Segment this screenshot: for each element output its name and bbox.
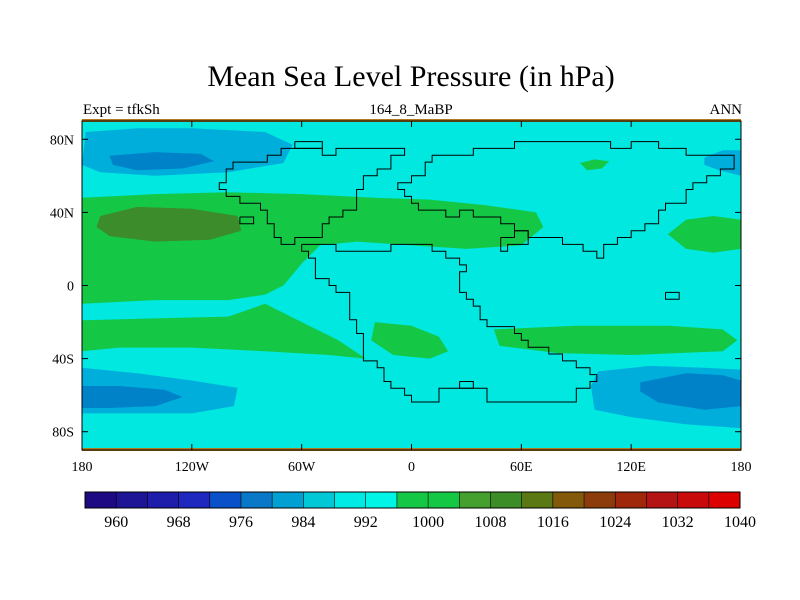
x-tick-label: 0 (408, 460, 415, 475)
colorbar-swatch (396, 492, 429, 508)
colorbar-swatch (147, 492, 179, 508)
colorbar-swatch (209, 492, 242, 508)
colorbar-swatch (552, 492, 585, 508)
region-southern-subtropical-belt (82, 303, 366, 359)
x-tick-label: 120W (175, 460, 210, 475)
colorbar-label: 1024 (599, 514, 631, 531)
colorbar-label: 1016 (537, 514, 569, 531)
plot-title: Mean Sea Level Pressure (in hPa) (207, 60, 615, 93)
x-tick-label: 120E (616, 460, 646, 475)
colorbar-label: 1000 (412, 514, 444, 531)
colorbar-swatch (708, 492, 741, 508)
colorbar-label: 968 (167, 514, 191, 531)
coastline-island-southern (459, 381, 474, 389)
y-tick-label: 0 (67, 280, 74, 295)
coastline-greenland (294, 141, 323, 149)
colorbar-swatch (521, 492, 554, 508)
colorbar-label: 984 (291, 514, 315, 531)
coastline-africa-south-america (301, 243, 598, 403)
colorbar-swatch (334, 492, 367, 508)
x-tick-label: 60W (288, 460, 316, 475)
colorbar: 960 968 976 984 992 1000 1008 1016 1024 1032 1040 (84, 491, 756, 531)
colorbar-swatch (646, 492, 678, 508)
map-axes: 180 120W 60W 0 60E 120E 180 80N 40N 0 40S 80S (50, 121, 752, 475)
region-north-pacific-low-core (109, 152, 214, 171)
x-tick-label: 60E (510, 460, 533, 475)
colorbar-swatch (459, 492, 491, 508)
y-tick-label: 80S (52, 426, 74, 441)
colorbar-swatch (365, 492, 398, 508)
coastline-island-arabia (500, 230, 529, 252)
colorbar-swatch (428, 492, 460, 508)
coastline-north-america (218, 147, 406, 245)
x-tick-label: 180 (731, 460, 752, 475)
colorbar-label: 1040 (724, 514, 756, 531)
region-east-pacific-high (667, 216, 741, 253)
season-label: ANN (709, 102, 743, 118)
colorbar-swatch (85, 492, 117, 508)
coastline-island-indian (665, 291, 680, 300)
coastline-layer (218, 141, 735, 403)
region-siberia-high-fleck (579, 159, 610, 171)
colorbar-label: 960 (104, 514, 128, 531)
colorbar-frame (84, 491, 741, 509)
contour-fill-layer (82, 128, 741, 429)
y-tick-label: 80N (50, 133, 74, 148)
colorbar-swatch (116, 492, 148, 508)
colorbar-swatch (240, 492, 273, 508)
colorbar-swatch (584, 492, 616, 508)
colorbar-swatch (178, 492, 211, 508)
region-southern-ocean-low-west-core (82, 386, 183, 408)
experiment-label: Expt = tfkSh (83, 102, 160, 118)
region-southern-ocean-low-east-core (640, 373, 741, 410)
colorbar-label: 1032 (662, 514, 694, 531)
region-south-atlantic-high (371, 322, 449, 359)
coastline-eurasia (397, 141, 735, 259)
time-label: 164_8_MaBP (369, 102, 453, 118)
colorbar-label: 976 (229, 514, 253, 531)
colorbar-swatch (490, 492, 522, 508)
y-tick-label: 40N (50, 206, 74, 221)
pressure-map (82, 121, 741, 450)
colorbar-swatch (272, 492, 304, 508)
region-indian-ocean-high (493, 325, 738, 355)
y-tick-label: 40S (52, 353, 74, 368)
colorbar-swatch (303, 492, 335, 508)
x-tick-label: 180 (72, 460, 93, 475)
colorbar-swatch (615, 492, 647, 508)
colorbar-label: 992 (354, 514, 378, 531)
coastline-island-pacific (239, 216, 255, 225)
region-north-pacific-high-core (96, 206, 242, 242)
colorbar-label: 1008 (474, 514, 506, 531)
colorbar-swatch (677, 492, 710, 508)
